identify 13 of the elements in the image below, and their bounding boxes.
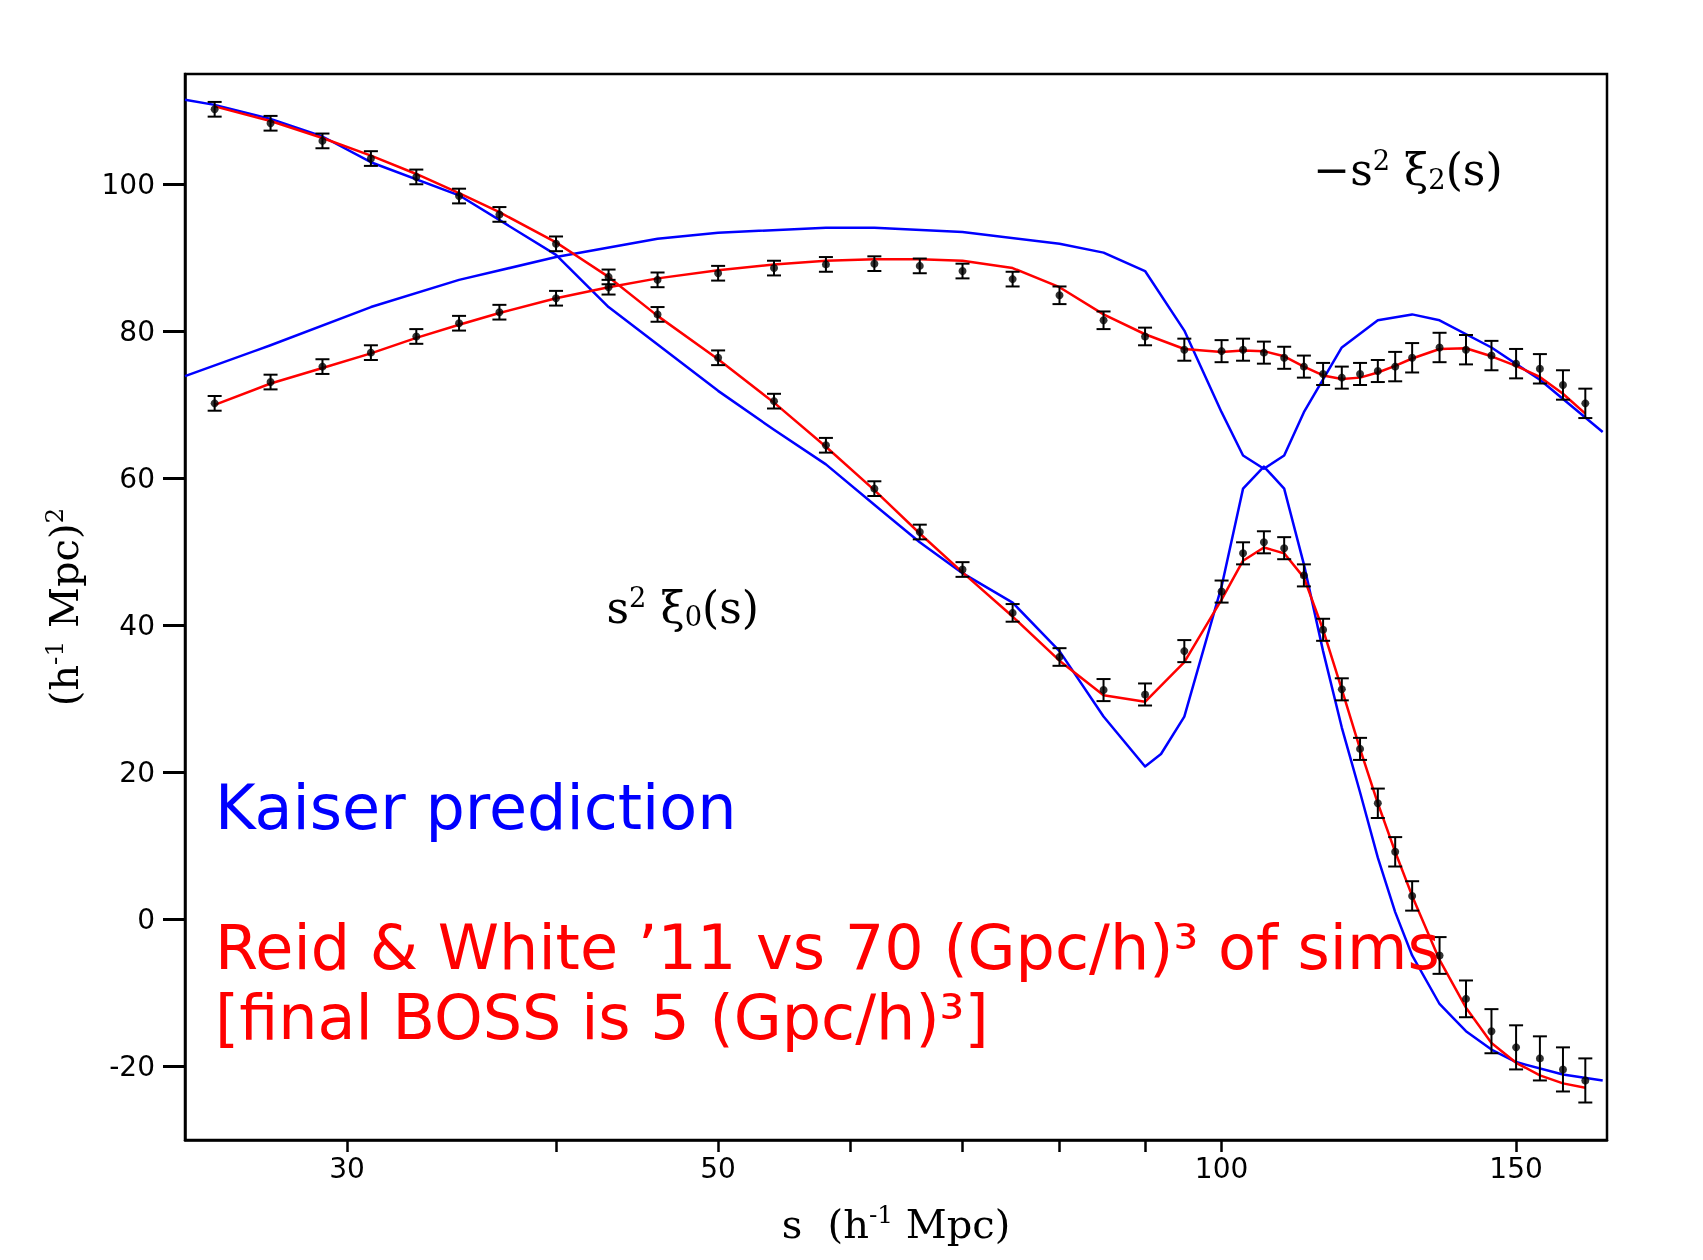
y-tick-label: 0 [137, 902, 155, 936]
y-tick-label: -20 [109, 1049, 155, 1083]
y-tick-label: 100 [101, 167, 155, 201]
text: Kaiser prediction [215, 770, 737, 844]
x-tick-label: 150 [1489, 1151, 1543, 1185]
y-axis-title: (h-1 Mpc)2 [40, 507, 87, 707]
y-tick-label: 80 [119, 314, 155, 348]
y-tick-label: 20 [119, 755, 155, 789]
x-tick-label: 100 [1194, 1151, 1249, 1185]
x-tick-label: 50 [700, 1151, 736, 1185]
x-tick-label: 30 [329, 1151, 365, 1185]
y-tick-label: 60 [119, 461, 155, 495]
y-tick-label: 40 [119, 608, 155, 642]
